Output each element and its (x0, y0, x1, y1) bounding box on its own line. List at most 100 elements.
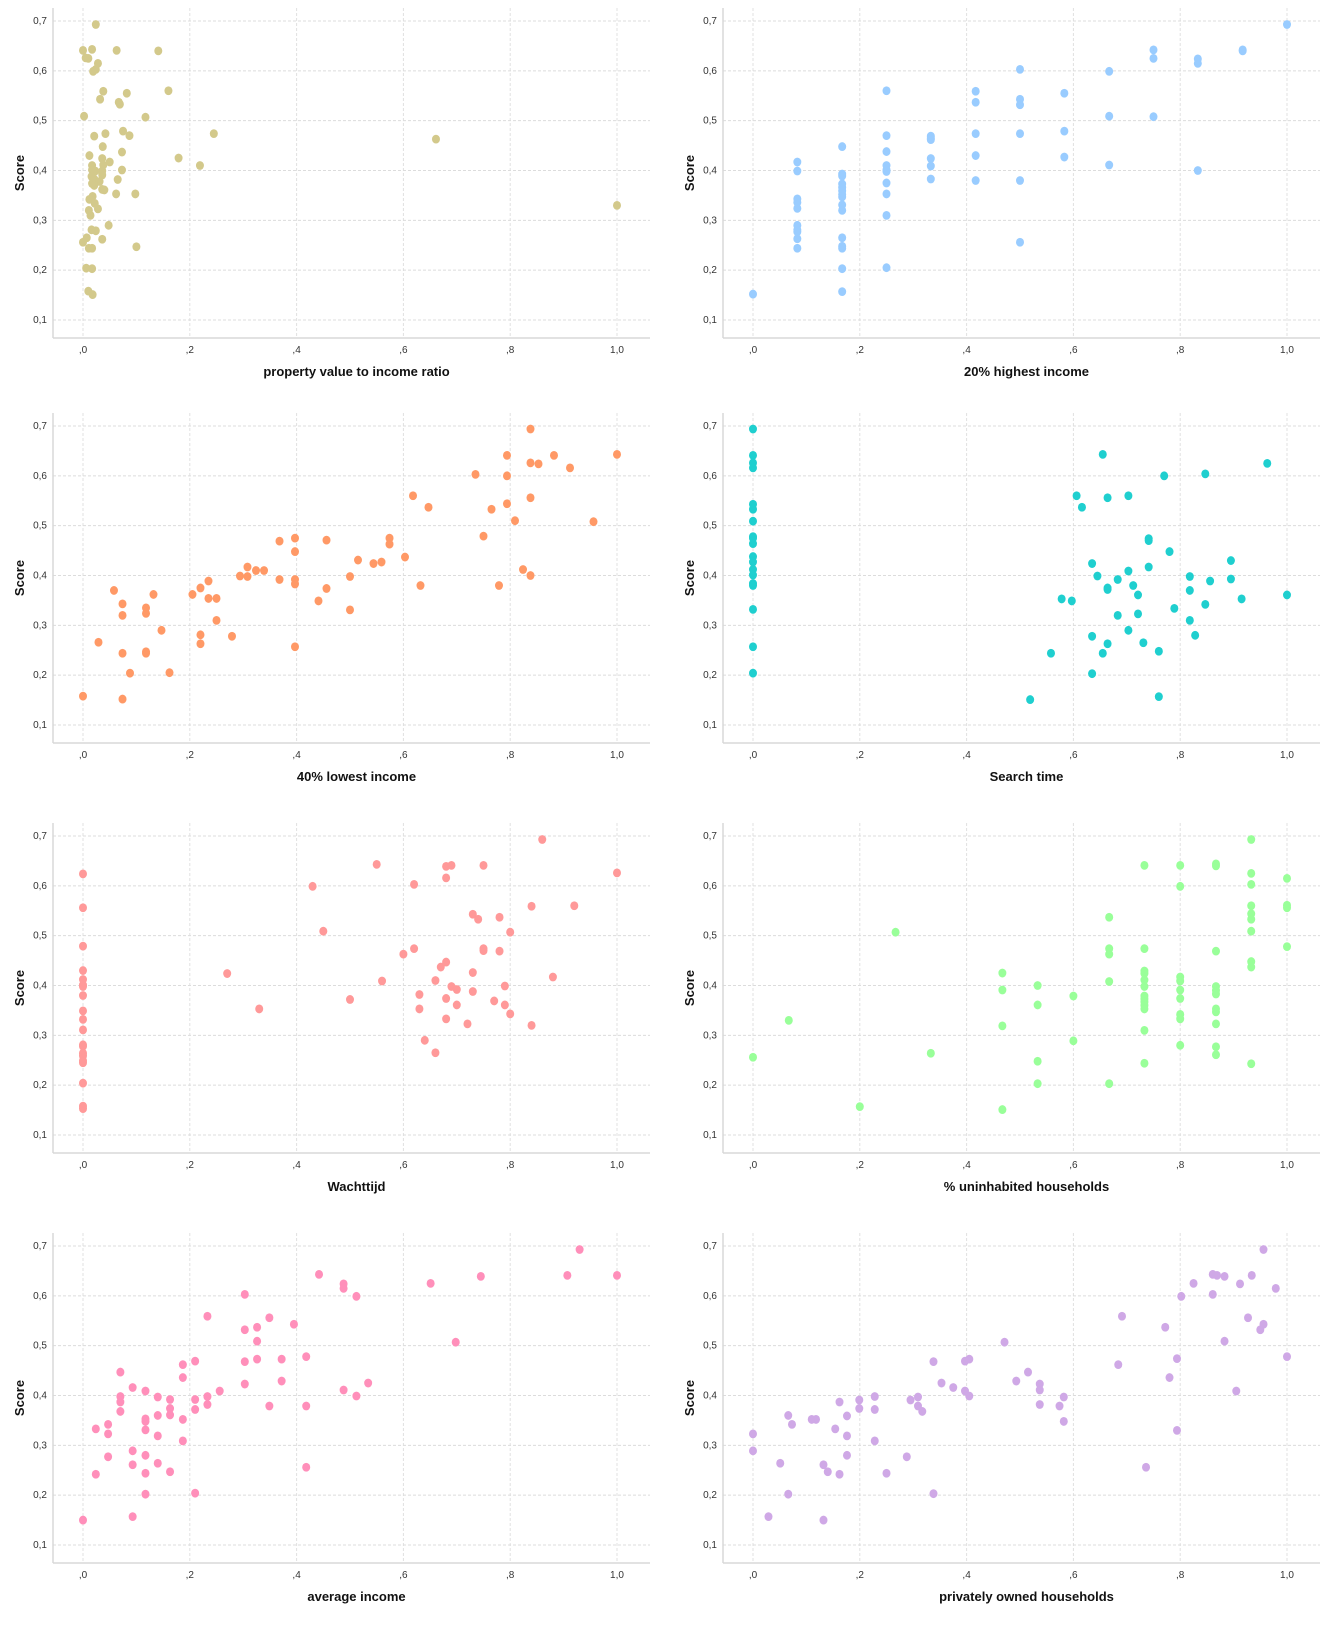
data-point (793, 227, 802, 237)
data-point (178, 1415, 187, 1424)
y-tick-label: 0,5 (33, 521, 47, 532)
data-point (842, 1411, 851, 1421)
data-point (118, 648, 127, 658)
data-point (500, 1000, 509, 1010)
data-point (79, 46, 87, 55)
scatter-chart-lowest-income: ,0 ,2 ,4 ,6 ,8 1,0 0,1 0,2 0,3 0,4 0,5 0,6 0,7 40% lo… (0, 405, 670, 815)
data-point (971, 97, 980, 107)
data-point (749, 504, 757, 514)
data-point (838, 171, 847, 181)
y-tick-label: 0,3 (703, 1440, 717, 1451)
data-point (1244, 1313, 1253, 1323)
data-point (174, 153, 183, 163)
y-tick-label: 0,6 (703, 66, 717, 77)
data-point (1232, 1386, 1241, 1396)
data-point (178, 1373, 187, 1382)
data-point (117, 147, 126, 157)
y-tick-label: 0,2 (703, 670, 717, 681)
data-point (420, 1035, 429, 1045)
data-point (153, 1392, 162, 1402)
data-point (749, 581, 757, 590)
data-point (914, 1392, 923, 1402)
data-point (971, 86, 980, 96)
y-tick-label: 0,3 (33, 620, 47, 631)
data-point (819, 1515, 828, 1525)
data-point (926, 154, 935, 163)
x-tick-label: ,4 (292, 345, 301, 356)
data-point (196, 630, 205, 640)
data-point (1035, 1385, 1044, 1395)
data-point (838, 264, 847, 274)
data-point (369, 559, 378, 568)
scatter-chart-privately-owned: ,0 ,2 ,4 ,6 ,8 1,0 0,1 0,2 0,3 0,4 0,5 0,6 0,7 privat… (670, 1225, 1340, 1635)
data-point (116, 1397, 125, 1407)
data-point (511, 516, 520, 526)
data-point (132, 242, 141, 252)
data-point (188, 590, 197, 599)
data-point (776, 1458, 785, 1468)
x-tick-label: ,2 (186, 345, 195, 356)
data-point (289, 1319, 298, 1329)
data-point (141, 1489, 150, 1499)
data-point (1140, 1004, 1149, 1014)
data-point (442, 994, 451, 1003)
data-point (82, 263, 91, 273)
data-point (613, 868, 621, 878)
y-tick-label: 0,6 (33, 1291, 47, 1302)
data-point (166, 1404, 175, 1413)
data-point (1176, 985, 1185, 995)
data-point (142, 608, 151, 618)
data-point (1176, 976, 1185, 986)
data-point (452, 985, 461, 994)
data-point (1098, 450, 1107, 459)
data-point (128, 1383, 137, 1392)
y-axis-title: Score (682, 970, 697, 1006)
data-point (1259, 1245, 1268, 1254)
y-axis-title: Score (682, 1380, 697, 1416)
data-point (79, 903, 87, 913)
scatter-chart-uninhabited: ,0 ,2 ,4 ,6 ,8 1,0 0,1 0,2 0,3 0,4 0,5 0,6 0,7 % unin… (670, 815, 1340, 1225)
data-point (426, 1278, 435, 1288)
data-point (223, 969, 232, 978)
data-point (855, 1395, 864, 1405)
data-point (1185, 615, 1194, 625)
x-axis-title: Search time (990, 769, 1064, 784)
data-point (1140, 861, 1149, 870)
data-point (100, 185, 109, 195)
data-point (84, 53, 93, 63)
data-point (1211, 1050, 1220, 1060)
x-tick-label: ,2 (186, 1160, 195, 1171)
data-point (1247, 835, 1256, 844)
x-tick-label: ,4 (962, 1570, 971, 1581)
data-point (787, 1420, 796, 1429)
y-tick-label: 0,4 (33, 1391, 47, 1402)
data-point (575, 1245, 584, 1254)
data-point (88, 290, 97, 299)
data-point (1172, 1425, 1181, 1435)
data-point (79, 1058, 87, 1068)
data-point (838, 233, 847, 243)
data-point (346, 605, 354, 615)
data-point (178, 1360, 187, 1370)
data-point (1144, 536, 1153, 546)
x-tick-label: ,6 (1069, 750, 1078, 761)
data-point (882, 189, 891, 199)
data-point (1238, 45, 1247, 55)
y-tick-label: 0,6 (703, 881, 717, 892)
data-point (548, 972, 557, 982)
data-point (487, 504, 496, 514)
data-point (1140, 1025, 1149, 1035)
x-tick-label: ,0 (79, 750, 88, 761)
data-point (918, 1407, 927, 1416)
data-point (1193, 58, 1202, 68)
chart-svg: ,0 ,2 ,4 ,6 ,8 1,0 0,1 0,2 0,3 0,4 0,5 0,6 0,7 40% lo… (12, 413, 650, 784)
data-point (1226, 574, 1235, 584)
data-point (749, 463, 757, 473)
data-point (240, 1289, 249, 1299)
data-point (243, 562, 252, 572)
data-point (1201, 600, 1210, 609)
data-point (165, 668, 174, 678)
data-point (1033, 1056, 1042, 1066)
data-point (302, 1462, 311, 1472)
data-point (1113, 610, 1122, 620)
